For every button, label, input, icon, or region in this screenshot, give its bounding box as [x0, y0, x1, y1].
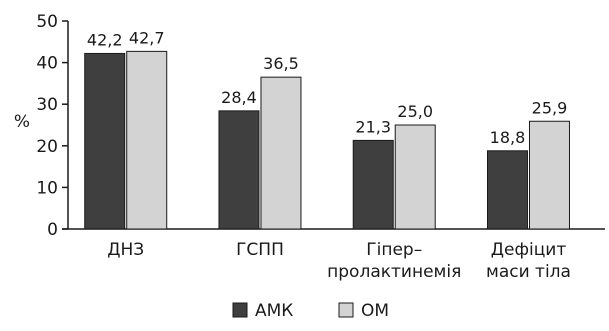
bar	[84, 52, 126, 230]
data-label: 25,9	[532, 98, 568, 117]
legend-label: АМК	[255, 301, 293, 321]
bar	[126, 50, 168, 230]
category-labels: ДНЗ ГСПП Гіпер– пролактинемія Дефіцит маси ті…	[107, 240, 571, 282]
y-tick-label: 0	[47, 220, 58, 240]
data-label: 36,5	[263, 54, 299, 73]
legend-swatch	[338, 302, 354, 318]
y-tick-label: 30	[36, 95, 58, 115]
bar	[486, 150, 528, 230]
category-label: ДНЗ	[107, 240, 144, 260]
bar	[260, 76, 302, 230]
category-label: Дефіцит маси тіла	[486, 240, 571, 282]
data-label: 42,7	[129, 28, 165, 47]
legend-label: ОМ	[361, 301, 389, 321]
bars	[84, 50, 570, 230]
y-axis-title: %	[14, 112, 30, 132]
data-label: 18,8	[490, 128, 526, 147]
category-label: Гіпер– пролактинемія	[327, 240, 461, 282]
category-label: ГСПП	[236, 240, 284, 260]
y-tick-label: 40	[36, 54, 58, 74]
y-tick-label: 20	[36, 137, 58, 157]
legend: АМК ОМ	[232, 301, 389, 321]
data-label: 28,4	[221, 88, 257, 107]
bar	[528, 120, 570, 230]
bar	[218, 110, 260, 230]
y-tick-label: 10	[36, 178, 58, 198]
data-labels: 42,2 42,7 28,4 36,5 21,3 25,0 18,8 25,9	[87, 28, 567, 146]
bar	[352, 139, 394, 230]
data-label: 25,0	[397, 102, 433, 121]
bar	[394, 124, 436, 230]
legend-swatch	[232, 302, 248, 318]
data-label: 42,2	[87, 30, 123, 49]
data-label: 21,3	[355, 117, 391, 136]
y-tick-label: 50	[36, 12, 58, 32]
